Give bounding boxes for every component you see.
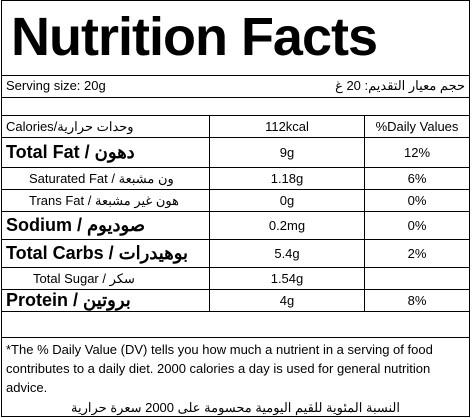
sodium-dv: 0% [407,218,427,233]
total-carbs-amount: 5.4g [274,246,300,261]
title-bar: Nutrition Facts [2,1,469,76]
saturated-fat-dv: 6% [407,171,427,186]
total-carbs-dv: 2% [407,246,427,261]
protein-dv: 8% [407,293,427,308]
daily-values-header: %Daily Values [375,119,459,134]
footnote-en: *The % Daily Value (DV) tells you how mu… [6,342,433,395]
spacer-row [2,97,469,116]
table-row: Trans Fat / هون غير مشبعة 0g 0% [2,189,469,212]
footnote: *The % Daily Value (DV) tells you how mu… [2,337,469,418]
total-carbs-label: Total Carbs / بوهيدرات [6,243,189,263]
total-sugar-label: Total Sugar / سكر [33,270,135,286]
page-title: Nutrition Facts [11,7,378,67]
table-row: Total Fat / دهون 9g 12% [2,137,469,168]
footnote-ar: النسبة المئوية للقيم اليومية محسومة على … [71,400,400,415]
table-row: Total Sugar / سكر 1.54g [2,267,469,290]
calories-label: Calories/وحدات حرارية [6,118,134,134]
serving-size-en: Serving size: 20g [6,78,106,93]
serving-size-row: Serving size: 20g حجم معيار التقديم: 20 … [2,75,469,98]
trans-fat-label: Trans Fat / هون غير مشبعة [29,192,179,208]
trans-fat-dv: 0% [407,193,427,208]
sodium-label: Sodium / صوديوم [6,215,146,235]
total-fat-dv: 12% [403,145,431,160]
table-header-row: Calories/وحدات حرارية 112kcal %Daily Val… [2,115,469,138]
nutrients-table: Calories/وحدات حرارية 112kcal %Daily Val… [2,115,469,312]
saturated-fat-amount: 1.18g [270,171,304,186]
saturated-fat-label: Saturated Fat / ون مشبعة [29,170,174,186]
table-row: Protein / بروتين 4g 8% [2,289,469,312]
calories-value: 112kcal [265,119,309,134]
total-fat-label: Total Fat / دهون [6,142,135,162]
protein-amount: 4g [279,293,295,308]
table-row: Sodium / صوديوم 0.2mg 0% [2,211,469,240]
serving-size-ar: حجم معيار التقديم: 20 غ [335,78,465,93]
table-row: Total Carbs / بوهيدرات 5.4g 2% [2,239,469,268]
table-row: Saturated Fat / ون مشبعة 1.18g 6% [2,167,469,190]
sodium-amount: 0.2mg [268,218,306,233]
trans-fat-amount: 0g [279,193,295,208]
total-fat-amount: 9g [279,145,295,160]
protein-label: Protein / بروتين [6,290,131,310]
total-sugar-amount: 1.54g [270,271,304,286]
